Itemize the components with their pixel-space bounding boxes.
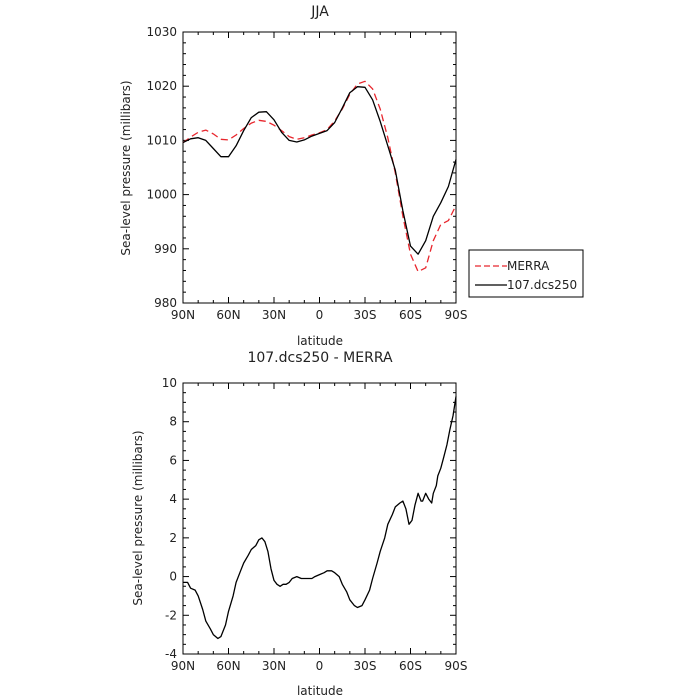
x-tick-label: 0: [316, 659, 324, 673]
top-y-axis-label: Sea-level pressure (millibars): [119, 80, 133, 255]
x-tick-label: 30N: [262, 659, 286, 673]
y-tick-label: 1000: [146, 188, 177, 202]
top-chart-title: JJA: [310, 4, 329, 20]
bottom-series-lines: [183, 396, 457, 640]
top-plot-frame: [182, 31, 457, 304]
legend-entry-model: 107.dcs250: [507, 278, 577, 292]
x-tick-label: 30S: [354, 659, 377, 673]
y-tick-label: 1030: [146, 25, 177, 39]
x-tick-label: 60S: [399, 659, 422, 673]
x-tick-label: 90S: [445, 659, 468, 673]
y-tick-label: 2: [169, 531, 177, 545]
x-tick-label: 90N: [171, 308, 195, 322]
y-tick-label: 8: [169, 415, 177, 429]
y-tick-label: 0: [169, 570, 177, 584]
bottom-panel: 107.dcs250 - MERRA 90N 60N 30N 0 30S 60S 90S -4…: [131, 350, 467, 698]
y-tick-label: 980: [154, 296, 177, 310]
legend-box: [468, 249, 584, 298]
top-axis-ticks: 90N 60N 30N 0 30S 60S 90S 980 990 1000 1010 1020 103…: [146, 25, 467, 322]
x-tick-label: 30N: [262, 308, 286, 322]
y-tick-label: 1020: [146, 79, 177, 93]
x-tick-label: 60N: [216, 659, 240, 673]
legend-entry-merra: MERRA: [507, 259, 550, 273]
series-line-difference-0: [183, 396, 457, 640]
y-tick-label: 990: [154, 242, 177, 256]
top-series-lines: [182, 80, 457, 273]
x-tick-label: 90N: [171, 659, 195, 673]
bottom-y-axis-label: Sea-level pressure (millibars): [131, 430, 145, 605]
bottom-x-axis-label: latitude: [297, 684, 343, 698]
y-tick-label: 4: [169, 492, 177, 506]
y-tick-label: 6: [169, 453, 177, 467]
x-tick-label: 90S: [445, 308, 468, 322]
y-tick-label: 10: [162, 376, 177, 390]
y-tick-label: -2: [165, 608, 177, 622]
top-x-axis-label: latitude: [297, 334, 343, 348]
top-panel: JJA 90N 60N 30N 0 30S 60S 90S 980 990 1000 1010 102…: [119, 4, 467, 348]
series-line-merra: [182, 80, 457, 273]
x-tick-label: 0: [316, 308, 324, 322]
x-tick-label: 60N: [216, 308, 240, 322]
bottom-chart-title: 107.dcs250 - MERRA: [247, 350, 393, 366]
bottom-plot-frame: [182, 382, 457, 655]
bottom-axis-ticks: 90N 60N 30N 0 30S 60S 90S -4 -2 0 2 4 6 8 10: [162, 376, 468, 673]
series-line-107-dcs250: [182, 86, 457, 255]
x-tick-label: 60S: [399, 308, 422, 322]
y-tick-label: -4: [165, 647, 177, 661]
legend: MERRA 107.dcs250: [468, 249, 584, 298]
y-tick-label: 1010: [146, 133, 177, 147]
x-tick-label: 30S: [354, 308, 377, 322]
